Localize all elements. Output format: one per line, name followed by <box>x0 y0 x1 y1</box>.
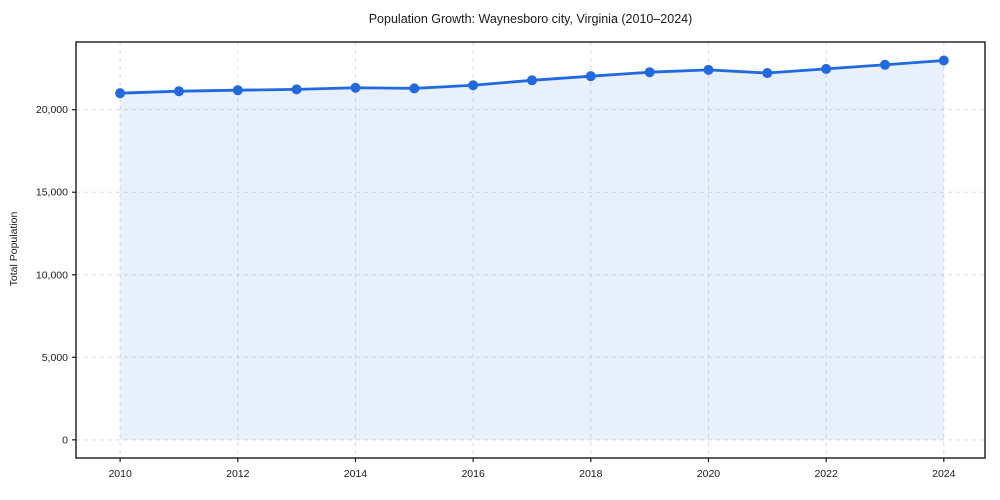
data-point <box>762 68 773 79</box>
data-point <box>703 64 714 75</box>
x-tick-label: 2022 <box>814 468 838 480</box>
y-tick-label: 15,000 <box>36 187 68 199</box>
x-tick-label: 2018 <box>579 468 603 480</box>
chart-title: Population Growth: Waynesboro city, Virg… <box>368 12 693 26</box>
data-point <box>350 82 361 93</box>
data-point <box>409 83 420 94</box>
data-point <box>526 75 537 86</box>
data-point <box>644 67 655 78</box>
data-point <box>879 59 890 70</box>
data-point <box>468 80 479 91</box>
data-point <box>173 86 184 97</box>
data-point <box>115 88 126 99</box>
data-point <box>938 55 949 66</box>
x-tick-label: 2012 <box>226 468 250 480</box>
y-tick-label: 10,000 <box>36 269 68 281</box>
data-point <box>585 71 596 82</box>
y-tick-label: 0 <box>62 434 68 446</box>
y-tick-label: 5,000 <box>42 352 68 364</box>
x-tick-label: 2024 <box>932 468 956 480</box>
data-point <box>291 84 302 95</box>
x-tick-label: 2020 <box>697 468 721 480</box>
x-tick-label: 2010 <box>108 468 132 480</box>
data-point <box>821 63 832 74</box>
area-fill <box>120 60 944 440</box>
x-tick-label: 2014 <box>344 468 368 480</box>
data-point <box>232 85 243 96</box>
x-tick-label: 2016 <box>461 468 485 480</box>
y-tick-label: 20,000 <box>36 104 68 116</box>
plot-border <box>75 41 986 459</box>
